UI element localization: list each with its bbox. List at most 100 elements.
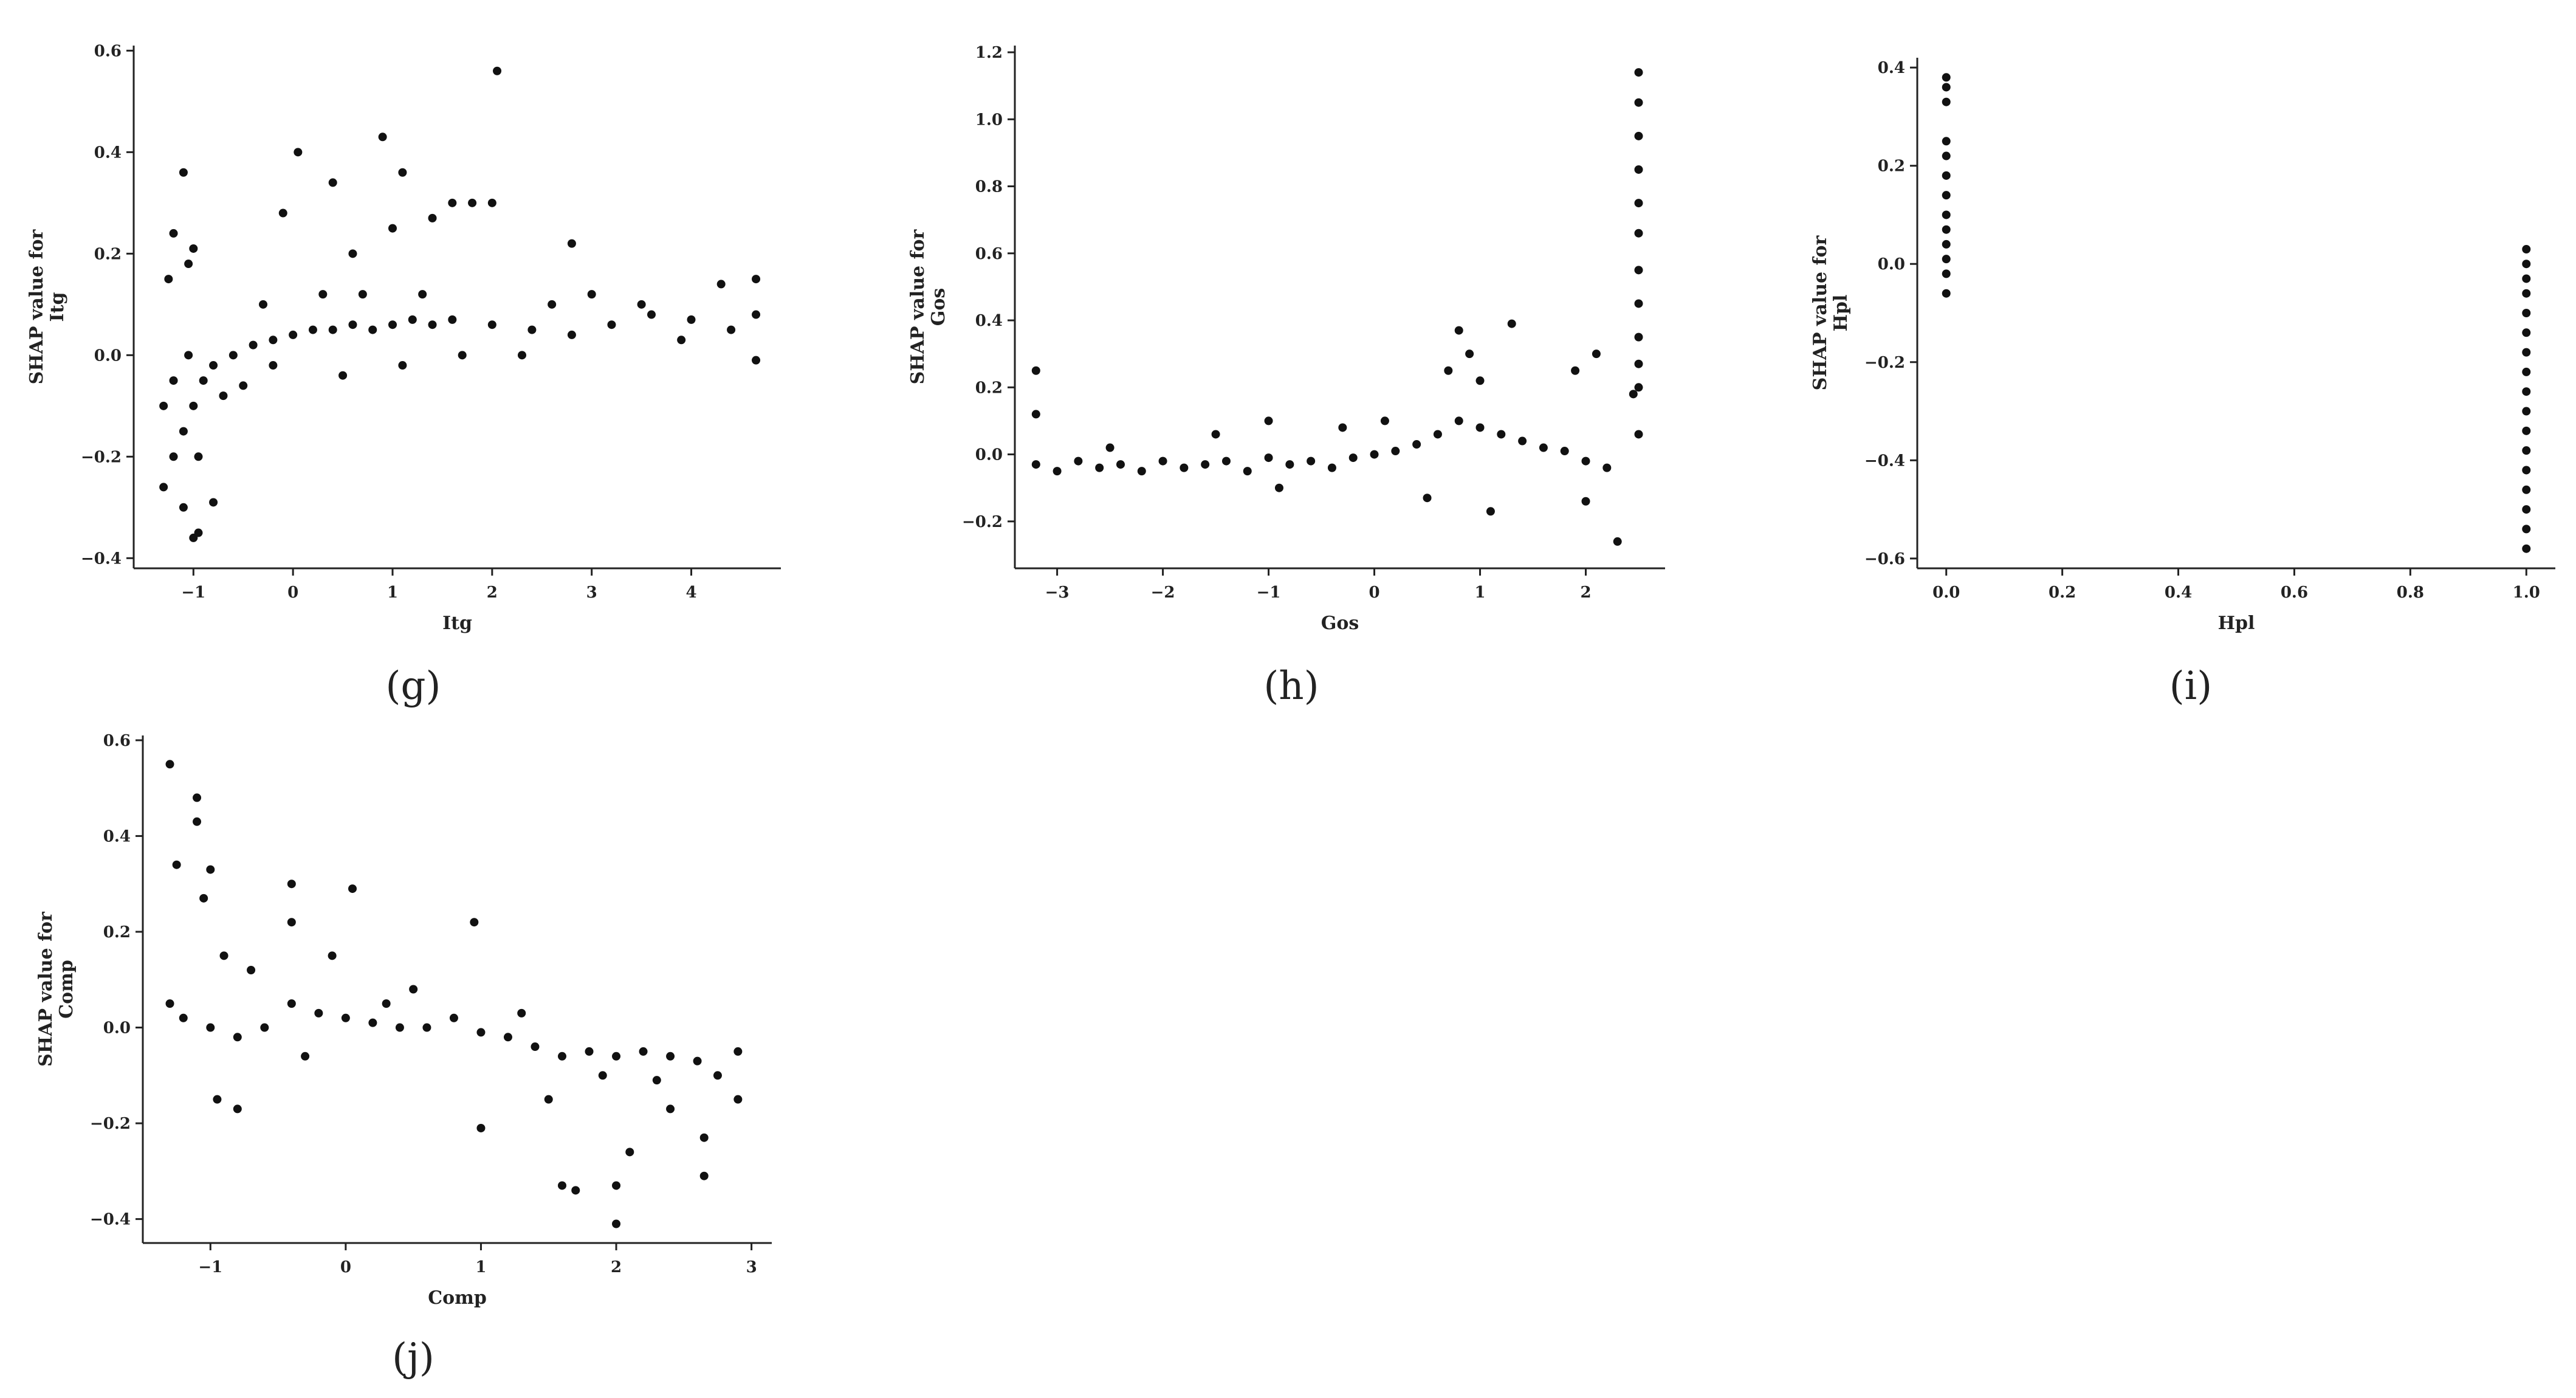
- scatter-point: [571, 1186, 580, 1195]
- scatter-point: [388, 320, 397, 329]
- x-tick-label: 0.0: [1932, 584, 1960, 602]
- scatter-point: [652, 1076, 661, 1085]
- y-tick-label: 0.0: [103, 1019, 131, 1038]
- scatter-point: [1942, 97, 1951, 106]
- scatter-point: [487, 198, 496, 207]
- y-axis-label-line-2: Gos: [928, 288, 949, 326]
- scatter-point: [199, 376, 208, 385]
- scatter-point: [1475, 376, 1485, 385]
- scatter-point: [1942, 191, 1951, 200]
- scatter-point: [687, 315, 696, 324]
- scatter-point: [422, 1023, 431, 1032]
- scatter-point: [1264, 416, 1273, 425]
- scatter-point: [287, 999, 296, 1008]
- y-tick-label: 0.2: [94, 245, 122, 263]
- x-tick-label: 1: [475, 1258, 486, 1276]
- scatter-point: [169, 452, 178, 461]
- scatter-point: [752, 275, 761, 284]
- scatter-point: [1634, 199, 1643, 208]
- scatter-point: [1264, 453, 1273, 463]
- scatter-point: [341, 1013, 350, 1022]
- scatter-point: [639, 1047, 648, 1056]
- scatter-point: [1602, 463, 1612, 472]
- scatter-point: [294, 148, 303, 157]
- scatter-point: [666, 1052, 675, 1061]
- scatter-point: [517, 1008, 526, 1018]
- y-axis-label-line-1: SHAP value for: [907, 229, 929, 384]
- scatter-point: [289, 330, 298, 339]
- y-axis-label-line-2: Comp: [56, 960, 77, 1019]
- scatter-point: [476, 1123, 486, 1132]
- scatter-point: [249, 340, 258, 350]
- scatter-point: [318, 290, 328, 299]
- scatter-point: [2522, 260, 2531, 269]
- scatter-point: [1634, 131, 1643, 140]
- scatter-point: [314, 1008, 323, 1018]
- scatter-point: [368, 325, 377, 334]
- scatter-point: [1454, 326, 1463, 335]
- scatter-point: [1137, 467, 1146, 476]
- y-tick-label: −0.6: [1864, 550, 1905, 568]
- scatter-point: [752, 356, 761, 365]
- scatter-point: [733, 1095, 743, 1104]
- y-tick-label: −0.4: [1864, 452, 1905, 470]
- y-tick-label: 1.2: [975, 44, 1003, 62]
- y-tick-label: 0.6: [94, 42, 122, 60]
- scatter-point: [1592, 350, 1601, 359]
- scatter-point: [199, 894, 208, 903]
- scatter-point: [1423, 494, 1432, 503]
- x-tick-label: 0.2: [2049, 584, 2076, 602]
- y-tick-label: 0.0: [975, 446, 1003, 464]
- scatter-point: [1942, 137, 1951, 146]
- scatter-point: [476, 1028, 486, 1037]
- scatter-point: [172, 860, 181, 869]
- scatter-point: [398, 361, 407, 370]
- scatter-point: [1613, 537, 1622, 546]
- scatter-point: [418, 290, 427, 299]
- scatter-point: [159, 483, 168, 492]
- scatter-point: [2522, 485, 2531, 494]
- scatter-point: [567, 239, 576, 248]
- scatter-point: [1475, 423, 1485, 432]
- scatter-point: [358, 290, 367, 299]
- scatter-point: [1211, 430, 1220, 439]
- scatter-point: [1180, 463, 1189, 472]
- scatter-point: [1507, 319, 1516, 328]
- scatter-point: [428, 213, 437, 222]
- scatter-point: [677, 336, 686, 345]
- scatter-point: [179, 168, 188, 177]
- x-tick-label: −1: [1257, 584, 1281, 602]
- scatter-point: [1031, 410, 1040, 419]
- scatter-point: [1581, 456, 1590, 466]
- scatter-point: [219, 951, 228, 960]
- scatter-point: [2522, 407, 2531, 416]
- scatter-point: [1221, 456, 1231, 466]
- scatter-point: [194, 452, 203, 461]
- scatter-point: [269, 361, 278, 370]
- scatter-point: [2522, 348, 2531, 357]
- scatter-point: [287, 880, 296, 889]
- scatter-point: [169, 229, 178, 238]
- y-tick-label: 0.4: [1878, 59, 1905, 77]
- scatter-point: [1370, 450, 1379, 459]
- scatter-point: [487, 320, 496, 329]
- scatter-point: [1634, 229, 1643, 238]
- scatter-point: [1053, 467, 1062, 476]
- panel-label: (h): [1263, 664, 1319, 709]
- scatter-point: [179, 427, 188, 436]
- scatter-point: [468, 198, 477, 207]
- scatter-point: [1634, 68, 1643, 77]
- x-tick-label: 1.0: [2513, 584, 2540, 602]
- y-axis-label-line-2: Hpl: [1830, 295, 1852, 332]
- scatter-point: [388, 224, 397, 233]
- scatter-point: [1433, 430, 1442, 439]
- scatter-point: [194, 528, 203, 537]
- scatter-point: [1634, 266, 1643, 275]
- scatter-point: [409, 985, 418, 994]
- scatter-point: [328, 325, 337, 334]
- scatter-point: [527, 325, 537, 334]
- scatter-point: [1497, 430, 1506, 439]
- scatter-point: [378, 133, 387, 142]
- x-tick-label: 2: [487, 584, 498, 602]
- scatter-point: [1307, 456, 1316, 466]
